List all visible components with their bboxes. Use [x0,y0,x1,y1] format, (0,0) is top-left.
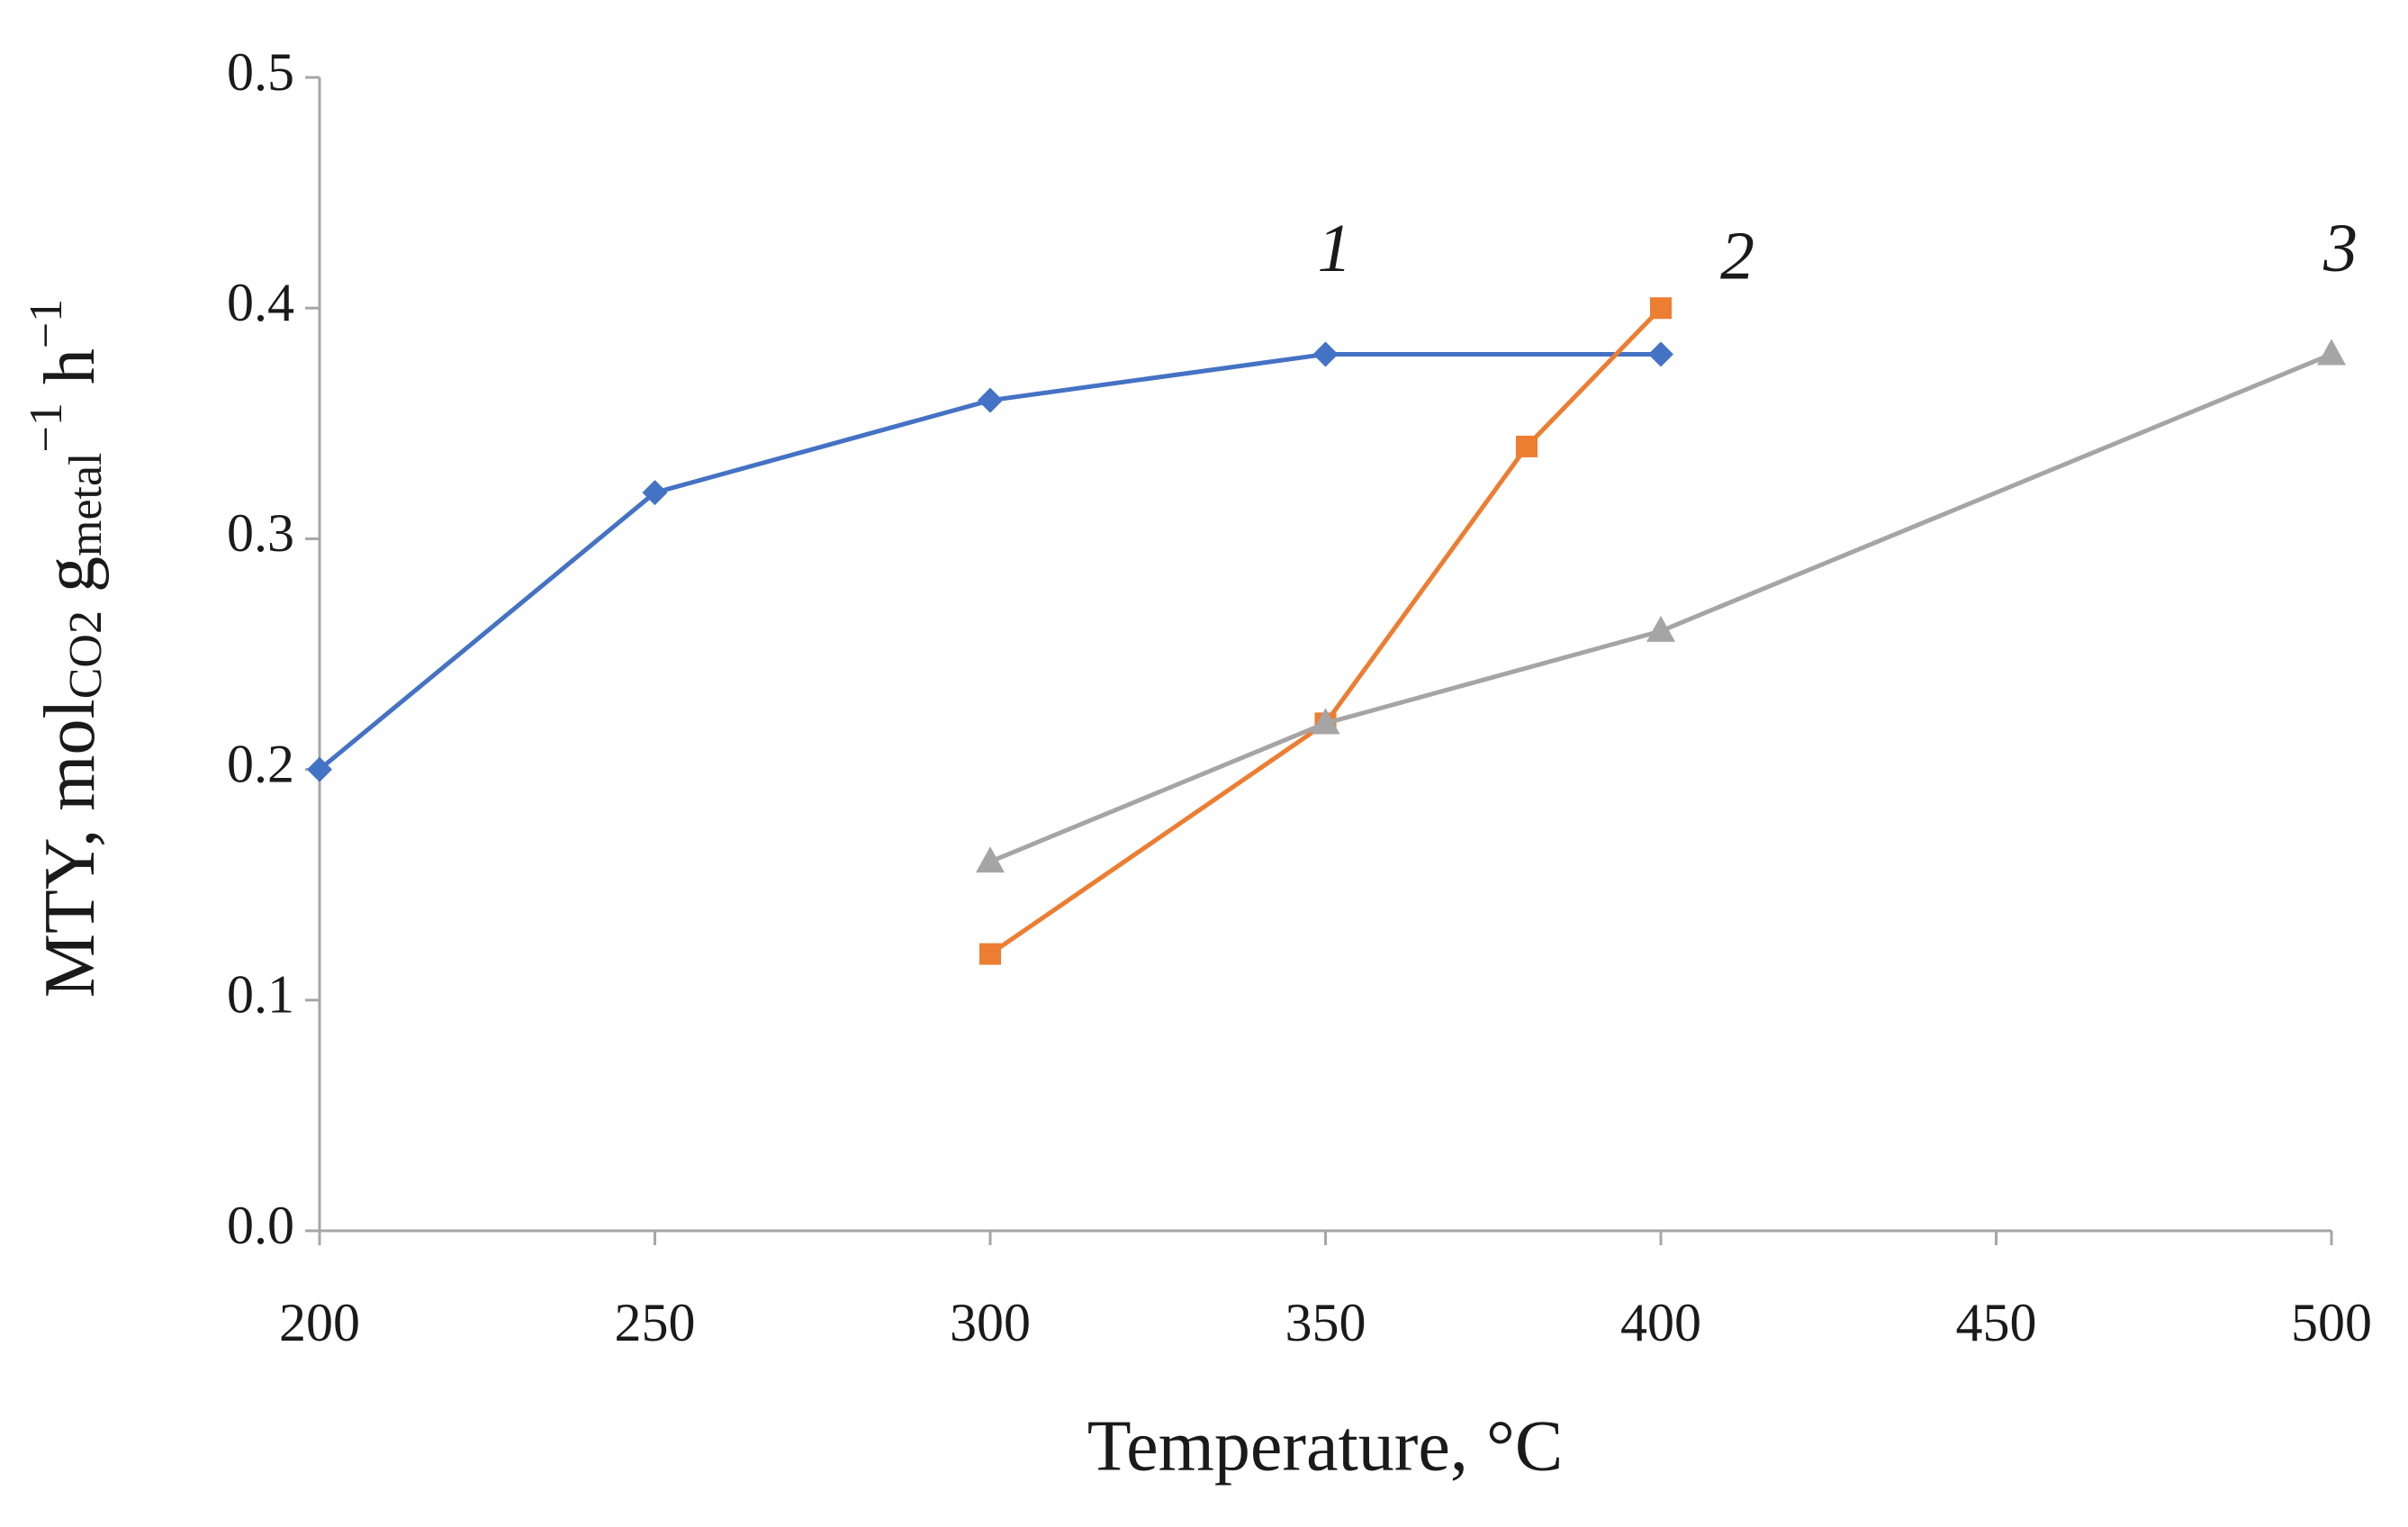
data-point [976,846,1005,873]
y-title-sub: metal [60,452,112,556]
y-title-part: MTY, mol [31,699,110,998]
data-point [1516,435,1538,457]
x-tick-label: 300 [950,1293,1031,1352]
data-point [1650,297,1672,320]
data-point [979,943,1001,965]
y-title-part: g [31,556,110,610]
y-tick-label: 0.0 [227,1196,294,1255]
data-point [978,387,1003,413]
y-title-sup: −1 [21,299,72,348]
series-label: 2 [1720,219,1754,294]
data-point [1311,708,1340,735]
data-point [307,756,332,782]
data-point [1312,341,1339,367]
series-label: 3 [2322,211,2358,286]
x-tick-label: 450 [1956,1293,2037,1352]
y-axis-title: MTY, molCO2 gmetal−1 h−1 [21,299,112,998]
series-label: 1 [1318,211,1352,286]
y-title-sub: CO2 [60,610,112,699]
y-title-part: h [31,348,110,402]
x-axis-title: Temperature, °C [1087,1406,1563,1486]
series-line [988,306,1663,956]
y-title-sup: −1 [21,402,72,452]
series-line [318,351,1661,772]
y-tick-label: 0.4 [227,273,294,332]
x-tick-label: 350 [1285,1293,1366,1352]
x-tick-label: 500 [2291,1293,2372,1352]
y-tick-label: 0.3 [227,503,294,563]
data-point [642,480,668,506]
series-line [989,352,2332,864]
y-tick-label: 0.2 [227,734,294,793]
data-point [1646,615,1675,642]
y-tick-label: 0.1 [227,965,294,1025]
x-tick-label: 200 [279,1293,360,1352]
y-tick-label: 0.5 [227,42,294,102]
x-tick-label: 250 [615,1293,696,1352]
x-tick-label: 400 [1620,1293,1701,1352]
data-point [1648,341,1673,367]
data-point [2317,339,2346,366]
